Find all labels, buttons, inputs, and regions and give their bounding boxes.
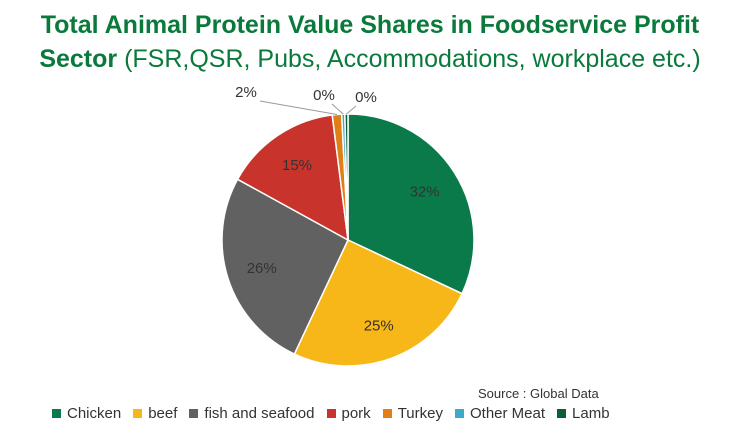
slice-label-other-meat: 0% xyxy=(313,87,335,104)
legend-swatch xyxy=(52,409,61,418)
legend-label: Lamb xyxy=(572,405,610,422)
legend-swatch xyxy=(454,409,464,418)
slice-label-chicken: 32% xyxy=(410,183,440,200)
slice-label-turkey: 2% xyxy=(235,84,257,101)
leader-line-turkey xyxy=(259,100,338,115)
legend: Chicken beef fish and seafood pork Turkey Oth… xyxy=(52,405,622,422)
legend-swatch xyxy=(133,409,143,418)
legend-label: Chicken xyxy=(67,405,122,422)
source-note: Source : Global Data xyxy=(478,386,599,401)
legend-label: beef xyxy=(148,405,178,422)
slice-label-fish-and-seafood: 26% xyxy=(247,260,277,277)
legend-item-beef: beef xyxy=(133,405,177,422)
leader-line-lamb xyxy=(346,105,357,115)
legend-swatch xyxy=(382,409,392,418)
leader-lines xyxy=(259,100,357,115)
legend-item-lamb: Lamb xyxy=(557,405,610,422)
slice-chicken xyxy=(347,113,475,295)
legend-swatch xyxy=(326,409,336,418)
slice-labels: 32% 25% 26% 15% 2% 0% 0% xyxy=(235,84,439,334)
legend-label: fish and seafood xyxy=(204,405,315,422)
legend-label: pork xyxy=(341,405,371,422)
pie-slices xyxy=(221,113,475,367)
leader-line-other-meat xyxy=(331,103,344,115)
legend-label: Other Meat xyxy=(469,405,546,422)
legend-label: Turkey xyxy=(397,405,443,422)
legend-item-other-meat: Other Meat xyxy=(454,405,546,422)
legend-swatch xyxy=(189,409,199,418)
chart-title-line2-rest: (FSR,QSR, Pubs, Accommodations, workplac… xyxy=(117,45,701,73)
slice-label-pork: 15% xyxy=(282,157,312,174)
slice-pork xyxy=(236,114,349,242)
slice-label-beef: 25% xyxy=(364,317,394,334)
legend-item-turkey: Turkey xyxy=(382,405,443,422)
slice-beef xyxy=(293,239,464,367)
chart-title-line2: Sector (FSR,QSR, Pubs, Accommodations, w… xyxy=(0,42,740,76)
chart-title-line1: Total Animal Protein Value Shares in Foo… xyxy=(40,11,700,39)
chart-title-line2-bold: Sector xyxy=(39,45,118,73)
legend-item-pork: pork xyxy=(326,405,371,422)
legend-item-chicken: Chicken xyxy=(52,405,121,422)
chart-title: Total Animal Protein Value Shares in Foo… xyxy=(0,8,740,76)
legend-item-fish-and-seafood: fish and seafood xyxy=(189,405,315,422)
legend-swatch xyxy=(557,409,567,418)
slice-label-lamb: 0% xyxy=(355,89,377,106)
